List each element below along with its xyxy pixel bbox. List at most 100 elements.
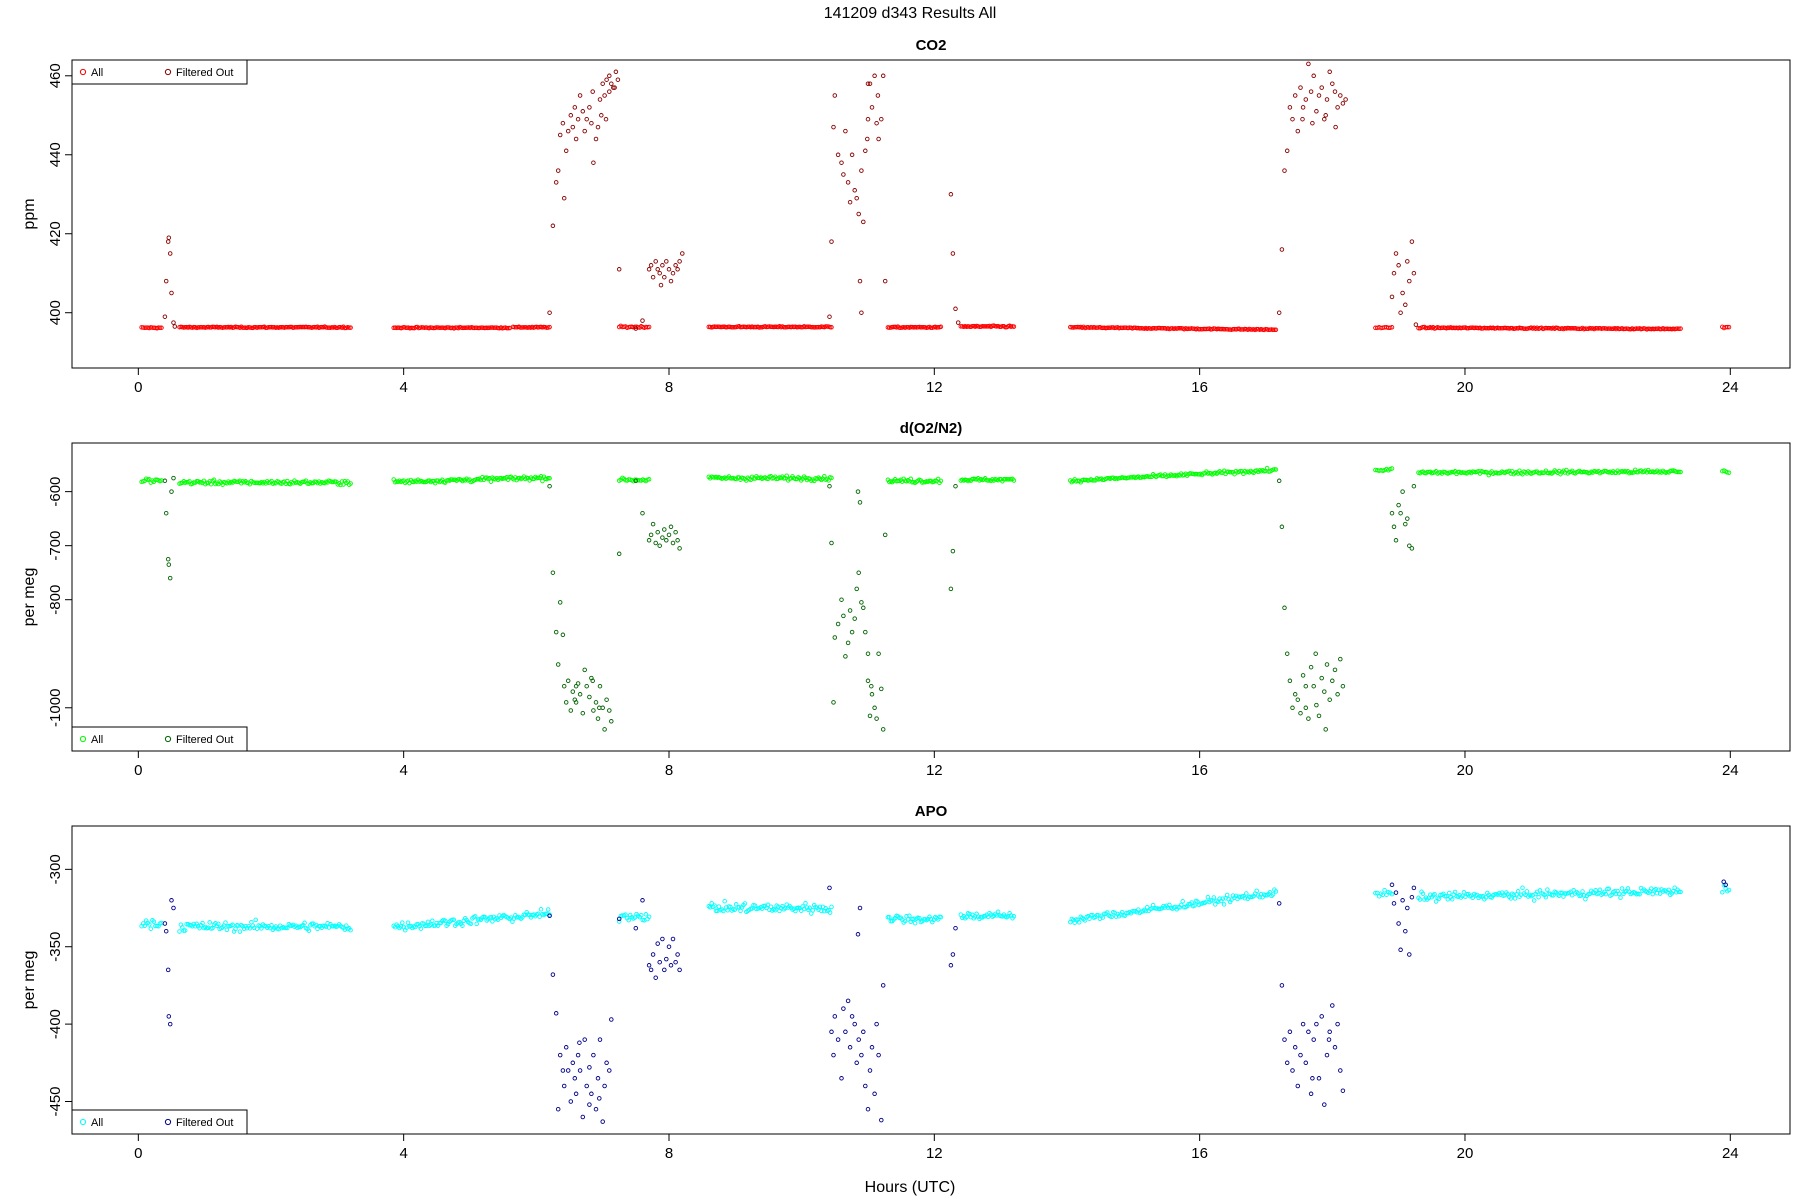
point-all (1675, 469, 1680, 475)
point-filtered (865, 116, 871, 122)
point-filtered (1405, 516, 1410, 521)
point-all (720, 908, 726, 914)
data-points (139, 879, 1732, 1124)
point-all (616, 919, 622, 924)
point-all (1178, 902, 1184, 908)
point-all (1011, 324, 1017, 329)
legend-label: All (91, 734, 103, 746)
point-all (1583, 469, 1588, 475)
point-filtered (829, 239, 834, 244)
point-all (1726, 470, 1732, 475)
point-all (1239, 327, 1245, 332)
point-filtered (1284, 1060, 1290, 1066)
point-filtered (167, 251, 173, 256)
point-filtered (872, 1091, 877, 1097)
point-all (1248, 327, 1254, 332)
point-filtered (1391, 524, 1397, 530)
point-filtered (589, 120, 594, 126)
point-all (1417, 897, 1423, 902)
point-all (1069, 325, 1075, 330)
point-filtered (1303, 705, 1309, 711)
point-all (751, 476, 756, 481)
point-filtered (660, 936, 665, 942)
point-filtered (607, 89, 612, 94)
point-all (547, 476, 552, 481)
point-filtered (1322, 689, 1327, 694)
y-tick-label: 400 (47, 300, 64, 325)
point-filtered (1391, 270, 1397, 276)
point-filtered (847, 199, 853, 205)
point-all (306, 928, 312, 933)
point-filtered (575, 1052, 581, 1058)
point-filtered (602, 727, 607, 732)
x-tick-label: 20 (1457, 379, 1474, 396)
point-all (646, 324, 652, 330)
point-filtered (1310, 1076, 1315, 1081)
point-filtered (839, 160, 844, 165)
point-all (938, 324, 944, 330)
legend-box (71, 1109, 248, 1135)
point-filtered (1393, 251, 1399, 256)
point-filtered (648, 263, 654, 268)
point-filtered (166, 1014, 172, 1019)
point-filtered (640, 510, 645, 516)
point-all (184, 480, 189, 485)
point-filtered (590, 89, 595, 94)
point-filtered (1335, 1021, 1340, 1027)
point-filtered (1306, 61, 1311, 67)
point-all (1105, 325, 1110, 331)
point-filtered (660, 535, 665, 540)
point-filtered (876, 651, 881, 656)
plot-frame (71, 59, 1791, 369)
point-filtered (670, 540, 676, 546)
point-all (1011, 914, 1017, 919)
point-all (1511, 892, 1516, 897)
point-all (1168, 326, 1174, 331)
point-all (643, 912, 649, 917)
point-all (1464, 325, 1470, 331)
point-filtered (1295, 128, 1301, 134)
point-filtered (555, 1106, 561, 1112)
point-filtered (1411, 483, 1417, 489)
point-all (461, 325, 467, 330)
point-all (1003, 477, 1008, 482)
point-all (522, 325, 528, 330)
point-all (490, 919, 495, 924)
point-filtered (861, 1029, 866, 1035)
point-filtered (1323, 727, 1328, 732)
point-filtered (856, 211, 861, 217)
point-filtered (1396, 263, 1401, 268)
point-filtered (607, 73, 612, 79)
point-filtered (1340, 101, 1346, 106)
point-all (908, 476, 914, 482)
point-filtered (880, 73, 886, 79)
point-filtered (597, 705, 602, 711)
point-filtered (1279, 524, 1285, 530)
point-filtered (646, 963, 652, 968)
point-filtered (587, 1102, 592, 1107)
point-all (1205, 894, 1211, 900)
point-all (1442, 893, 1448, 899)
legend-label: Filtered Out (176, 1117, 233, 1129)
point-all (912, 920, 918, 926)
point-filtered (869, 683, 874, 689)
point-all (251, 324, 257, 330)
point-all (1627, 326, 1632, 332)
point-all (1001, 477, 1007, 482)
point-all (1382, 887, 1387, 893)
y-tick-label: -700 (47, 531, 64, 561)
point-all (917, 915, 922, 921)
point-all (827, 910, 833, 915)
point-filtered (1319, 85, 1324, 90)
point-filtered (861, 605, 866, 611)
point-all (279, 325, 284, 330)
point-all (1072, 324, 1077, 330)
point-all (1678, 469, 1683, 475)
point-all (904, 324, 909, 330)
point-filtered (863, 1083, 868, 1089)
point-filtered (561, 683, 567, 689)
point-all (1170, 473, 1175, 478)
legend: All Filtered Out (71, 1109, 248, 1135)
point-filtered (852, 616, 857, 621)
point-all (1217, 326, 1222, 332)
